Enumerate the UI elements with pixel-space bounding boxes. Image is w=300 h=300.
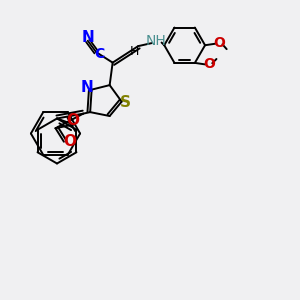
Text: H: H [130, 45, 139, 58]
Text: O: O [203, 57, 215, 71]
Text: O: O [66, 113, 79, 128]
Text: N: N [81, 80, 94, 95]
Text: O: O [214, 36, 225, 50]
Text: C: C [94, 47, 105, 61]
Text: N: N [81, 30, 94, 45]
Text: S: S [120, 95, 131, 110]
Text: O: O [63, 134, 76, 149]
Text: NH: NH [146, 34, 166, 48]
